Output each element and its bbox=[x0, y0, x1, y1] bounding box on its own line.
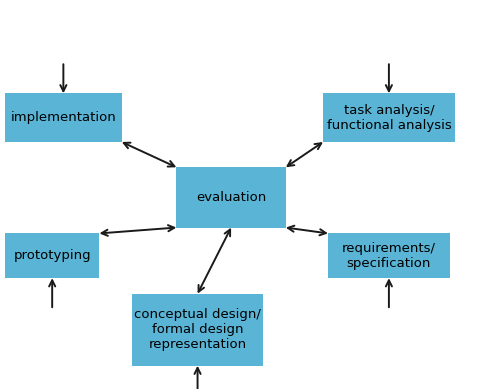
FancyArrowPatch shape bbox=[49, 280, 55, 307]
Text: implementation: implementation bbox=[10, 111, 116, 124]
FancyArrowPatch shape bbox=[60, 64, 67, 91]
FancyArrowPatch shape bbox=[288, 226, 326, 235]
FancyBboxPatch shape bbox=[5, 93, 122, 142]
FancyArrowPatch shape bbox=[288, 143, 321, 166]
FancyBboxPatch shape bbox=[5, 233, 99, 278]
FancyBboxPatch shape bbox=[176, 167, 286, 228]
FancyBboxPatch shape bbox=[328, 233, 450, 278]
Text: evaluation: evaluation bbox=[196, 191, 266, 204]
FancyArrowPatch shape bbox=[101, 225, 174, 236]
FancyArrowPatch shape bbox=[198, 230, 230, 292]
FancyArrowPatch shape bbox=[386, 280, 392, 307]
FancyBboxPatch shape bbox=[132, 294, 263, 366]
FancyArrowPatch shape bbox=[386, 64, 392, 91]
Text: requirements/
specification: requirements/ specification bbox=[342, 242, 436, 270]
FancyBboxPatch shape bbox=[323, 93, 455, 142]
FancyArrowPatch shape bbox=[124, 143, 174, 166]
Text: prototyping: prototyping bbox=[13, 249, 91, 262]
FancyArrowPatch shape bbox=[194, 368, 201, 389]
Text: task analysis/
functional analysis: task analysis/ functional analysis bbox=[327, 104, 451, 131]
Text: conceptual design/
formal design
representation: conceptual design/ formal design represe… bbox=[134, 308, 261, 351]
